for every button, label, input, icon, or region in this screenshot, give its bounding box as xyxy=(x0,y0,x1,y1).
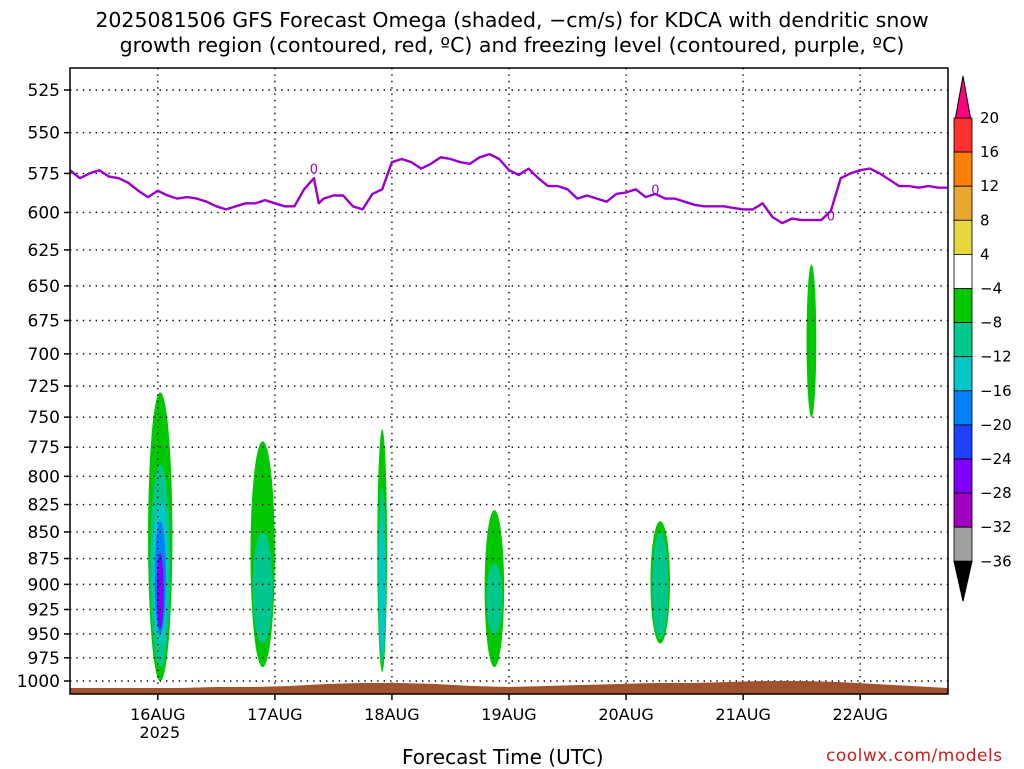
y-tick-label: 675 xyxy=(28,312,60,332)
y-tick-label: 825 xyxy=(28,496,60,516)
y-tick-label: 775 xyxy=(28,438,60,458)
pressure-axis: 525 550 575 600 625 650 675 700 725 750 775 800 825 8… xyxy=(17,81,70,692)
y-tick-label: 700 xyxy=(28,345,60,365)
chart-title-line-2: growth region (contoured, red, ºC) and f… xyxy=(119,33,905,57)
colorbar-label: 16 xyxy=(980,143,999,161)
colorbar-segment xyxy=(953,526,973,562)
freezing-level-contour: 0 0 0 xyxy=(69,152,948,225)
x-axis-label: Forecast Time (UTC) xyxy=(402,745,604,769)
y-tick-label: 600 xyxy=(28,203,60,223)
y-tick-label: 650 xyxy=(28,277,60,297)
y-tick-label: 750 xyxy=(28,408,60,428)
colorbar-segment xyxy=(953,185,973,221)
colorbar-segment xyxy=(953,288,973,323)
y-tick-label: 575 xyxy=(28,164,60,184)
freezing-level-label: 0 xyxy=(651,183,659,198)
colorbar-label: −20 xyxy=(980,416,1012,434)
chart-title: 2025081506 GFS Forecast Omega (shaded, −… xyxy=(0,8,1024,58)
freezing-level-label: 0 xyxy=(310,163,318,178)
colorbar: 20 16 12 8 4 −4 −8 −12 −16 −20 −24 −28 −32 −36 xyxy=(953,75,1012,602)
colorbar-segment xyxy=(953,219,973,255)
y-tick-label: 525 xyxy=(28,81,60,101)
source-credit: coolwx.com/models xyxy=(826,746,1003,766)
colorbar-segment xyxy=(953,458,973,494)
x-tick-label: 20AUG xyxy=(598,705,653,724)
y-tick-label: 800 xyxy=(28,467,60,487)
y-tick-label: 625 xyxy=(28,241,60,261)
y-tick-label: 725 xyxy=(28,377,60,397)
colorbar-label: −16 xyxy=(980,382,1012,400)
y-tick-label: 1000 xyxy=(17,672,60,692)
y-tick-label: 900 xyxy=(28,575,60,595)
x-tick-year: 2025 xyxy=(139,723,180,742)
colorbar-label: −28 xyxy=(980,484,1012,502)
colorbar-segment xyxy=(953,151,973,187)
y-tick-label: 925 xyxy=(28,600,60,620)
colorbar-label: −4 xyxy=(980,280,1002,298)
omega-region xyxy=(156,553,164,630)
colorbar-label: −8 xyxy=(980,314,1002,332)
colorbar-label: −36 xyxy=(980,552,1012,570)
chart-title-line-1: 2025081506 GFS Forecast Omega (shaded, −… xyxy=(95,8,929,32)
colorbar-bottom-arrow xyxy=(953,560,973,602)
x-tick-label: 17AUG xyxy=(247,705,302,724)
colorbar-label: −32 xyxy=(980,518,1012,536)
colorbar-segment xyxy=(953,253,973,289)
y-tick-label: 550 xyxy=(28,124,60,144)
y-tick-label: 950 xyxy=(28,625,60,645)
omega-region xyxy=(486,563,503,634)
y-tick-label: 850 xyxy=(28,523,60,543)
x-tick-label: 18AUG xyxy=(364,705,419,724)
colorbar-segment xyxy=(953,356,973,392)
freezing-level-line xyxy=(69,152,948,225)
colorbar-label: −12 xyxy=(980,348,1012,366)
omega-shading xyxy=(148,264,817,681)
omega-region xyxy=(806,264,817,418)
colorbar-label: 8 xyxy=(980,211,990,229)
x-tick-label: 19AUG xyxy=(481,705,536,724)
y-tick-label: 975 xyxy=(28,649,60,669)
terrain-fill xyxy=(70,681,948,694)
x-tick-label: 16AUG xyxy=(130,705,185,724)
colorbar-segment xyxy=(953,492,973,528)
colorbar-segment xyxy=(953,117,973,153)
colorbar-label: 4 xyxy=(980,245,990,263)
surface-terrain xyxy=(70,681,948,694)
colorbar-label: 20 xyxy=(980,109,999,127)
colorbar-label: 12 xyxy=(980,177,999,195)
colorbar-segment xyxy=(953,424,973,460)
freezing-level-label: 0 xyxy=(827,210,835,225)
omega-region xyxy=(652,531,669,639)
grid-lines xyxy=(70,68,948,694)
colorbar-segment xyxy=(953,322,973,358)
y-tick-label: 875 xyxy=(28,550,60,570)
colorbar-segment xyxy=(953,390,973,426)
x-tick-label: 22AUG xyxy=(832,705,887,724)
colorbar-label: −24 xyxy=(980,450,1012,468)
x-tick-label: 21AUG xyxy=(715,705,770,724)
omega-region xyxy=(252,531,273,644)
omega-region xyxy=(379,521,386,654)
